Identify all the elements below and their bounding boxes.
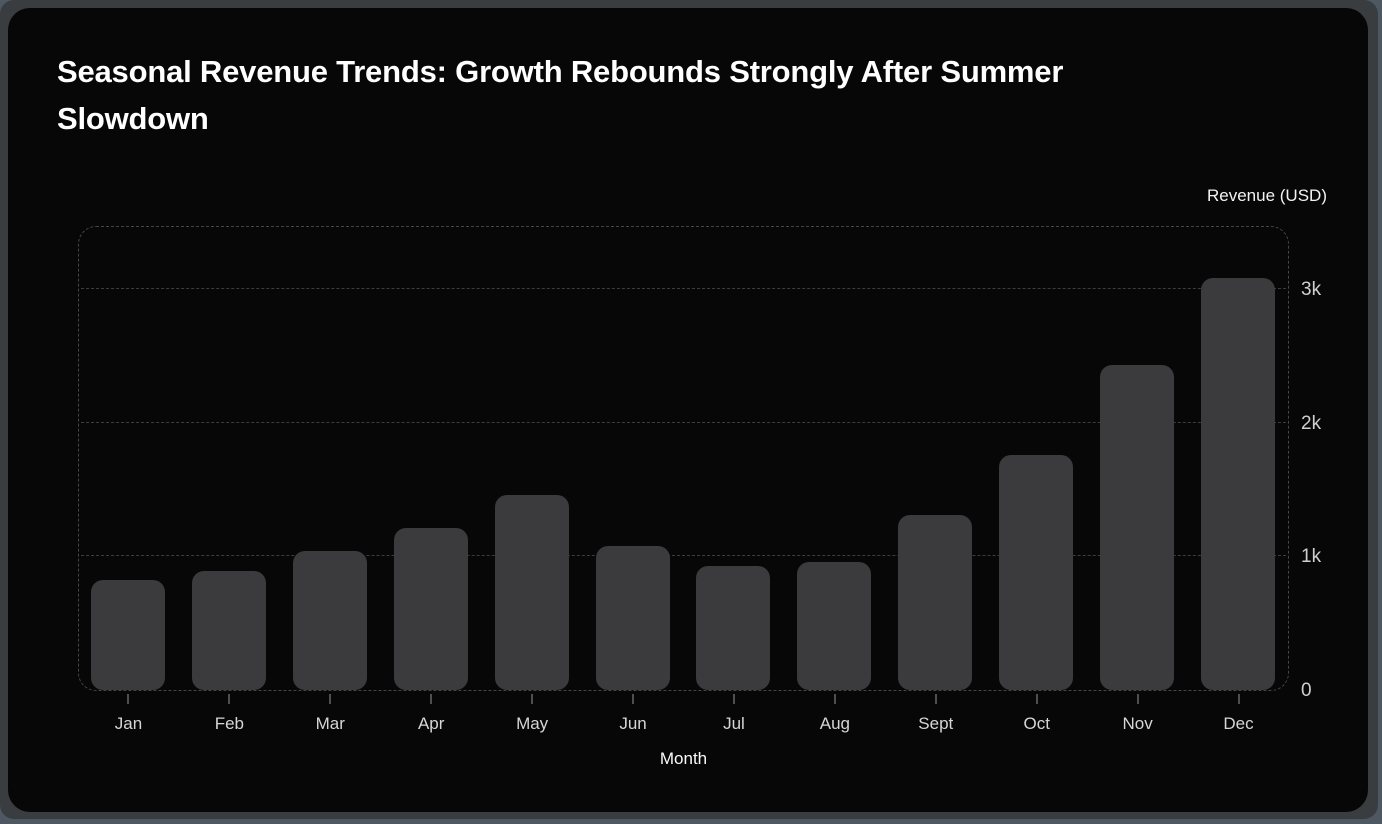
- x-tick-mark-mar: [329, 694, 332, 704]
- bar-aug[interactable]: [797, 561, 872, 690]
- bar-dec[interactable]: [1201, 278, 1276, 690]
- x-tick-label-dec: Dec: [1223, 714, 1254, 733]
- x-tick-mark-jan: [127, 694, 130, 704]
- x-tick-mark-sept: [934, 694, 937, 704]
- x-axis-title: Month: [659, 749, 708, 768]
- x-tick-mark-oct: [1035, 694, 1038, 704]
- plot-area: [78, 226, 1289, 691]
- x-tick-label-jul: Jul: [723, 714, 745, 733]
- x-tick-mark-jun: [632, 694, 635, 704]
- x-tick-mark-jul: [732, 694, 735, 704]
- y-axis-title: Revenue (USD): [1207, 186, 1327, 205]
- gridlines-layer: [79, 227, 1288, 690]
- x-tick-label-nov: Nov: [1122, 714, 1153, 733]
- x-tick-mark-apr: [430, 694, 433, 704]
- bar-apr[interactable]: [393, 528, 468, 690]
- bar-mar[interactable]: [292, 551, 367, 690]
- x-tick-label-may: May: [516, 714, 549, 733]
- bar-nov[interactable]: [1100, 365, 1175, 690]
- bar-jan[interactable]: [90, 580, 165, 690]
- x-tick-label-oct: Oct: [1023, 714, 1050, 733]
- bar-jun[interactable]: [595, 545, 670, 690]
- x-tick-mark-may: [531, 694, 534, 704]
- bar-sept[interactable]: [898, 514, 973, 690]
- x-tick-label-feb: Feb: [214, 714, 245, 733]
- x-tick-mark-nov: [1136, 694, 1139, 704]
- y-tick-label-0: 0: [1301, 680, 1312, 701]
- bar-feb[interactable]: [191, 571, 266, 690]
- y-tick-label-3k: 3k: [1301, 279, 1322, 301]
- gridline-2k: [81, 421, 1286, 423]
- gridline-1k: [81, 555, 1286, 557]
- y-tick-label-2k: 2k: [1301, 412, 1322, 434]
- y-tick-label-1k: 1k: [1301, 546, 1322, 568]
- x-tick-mark-dec: [1237, 694, 1240, 704]
- x-tick-mark-aug: [833, 694, 836, 704]
- chart-title: Seasonal Revenue Trends: Growth Rebounds…: [57, 54, 1064, 136]
- x-tick-label-apr: Apr: [417, 714, 445, 733]
- chart-card: Seasonal Revenue Trends: Growth Rebounds…: [8, 8, 1368, 812]
- bars-layer: [79, 227, 1288, 690]
- bar-may[interactable]: [494, 494, 569, 690]
- x-tick-label-sept: Sept: [918, 714, 954, 733]
- x-tick-label-aug: Aug: [819, 714, 850, 733]
- x-tick-mark-feb: [228, 694, 231, 704]
- x-tick-label-mar: Mar: [315, 714, 345, 733]
- bar-jul[interactable]: [696, 565, 771, 690]
- x-tick-label-jun: Jun: [619, 714, 647, 733]
- x-tick-label-jan: Jan: [114, 714, 143, 733]
- gridline-3k: [81, 288, 1286, 290]
- bar-oct[interactable]: [999, 454, 1074, 690]
